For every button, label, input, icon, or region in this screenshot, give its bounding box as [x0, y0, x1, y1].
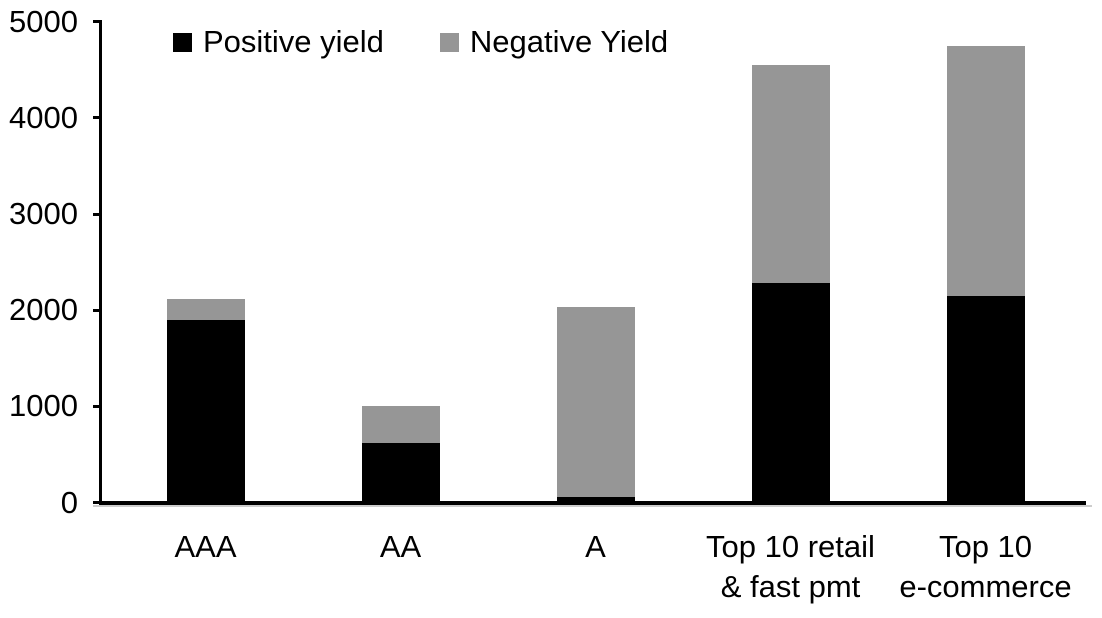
bar-segment-top-10-retail-fast-pmt-positive-yield [751, 283, 830, 503]
x-axis-label-top-10-e-commerce: Top 10 e-commerce [899, 529, 1072, 604]
legend-item-positive-yield: Positive yield [173, 22, 384, 62]
y-tick-label-3000: 3000 [9, 196, 78, 232]
legend-label-negative-yield: Negative Yield [469, 24, 669, 59]
legend: Positive yield Negative Yield [173, 22, 668, 62]
legend-item-negative-yield: Negative Yield [439, 22, 669, 62]
bar-segment-top-10-e-commerce-negative-yield [946, 45, 1025, 296]
x-axis-label-aaa: AAA [174, 529, 237, 564]
x-axis-label-a: A [585, 529, 606, 564]
x-axis-label-aa: AA [379, 529, 422, 564]
bar-segment-a-positive-yield [556, 497, 635, 503]
bar-segment-aa-positive-yield [361, 442, 440, 503]
bar-segment-top-10-retail-fast-pmt-negative-yield [751, 65, 830, 284]
legend-label-positive-yield: Positive yield [203, 24, 384, 59]
y-tick-mark-3000 [93, 212, 102, 216]
x-axis-label-top-10-retail-fast-pmt: Top 10 retail & fast pmt [706, 529, 875, 604]
y-tick-mark-1000 [93, 404, 102, 408]
bar-segment-aa-negative-yield [361, 405, 440, 443]
bar-segment-aaa-positive-yield [166, 319, 245, 503]
y-tick-mark-0 [93, 501, 102, 504]
y-tick-label-1000: 1000 [9, 388, 78, 424]
bar-segment-a-negative-yield [556, 307, 635, 498]
y-tick-mark-4000 [93, 116, 102, 120]
bar-segment-aaa-negative-yield [166, 298, 245, 320]
axis-shadow-line [93, 505, 1092, 507]
legend-swatch-negative-yield [439, 32, 459, 52]
y-tick-label-4000: 4000 [9, 99, 78, 135]
y-axis-line [99, 20, 102, 505]
legend-swatch-positive-yield [173, 32, 192, 52]
y-tick-mark-5000 [93, 20, 102, 24]
y-tick-label-0: 0 [60, 484, 78, 520]
x-axis-line [99, 501, 1086, 505]
bar-segment-top-10-e-commerce-positive-yield [946, 295, 1025, 503]
y-tick-label-2000: 2000 [9, 292, 78, 328]
y-tick-mark-2000 [93, 308, 102, 312]
y-tick-label-5000: 5000 [9, 3, 78, 39]
